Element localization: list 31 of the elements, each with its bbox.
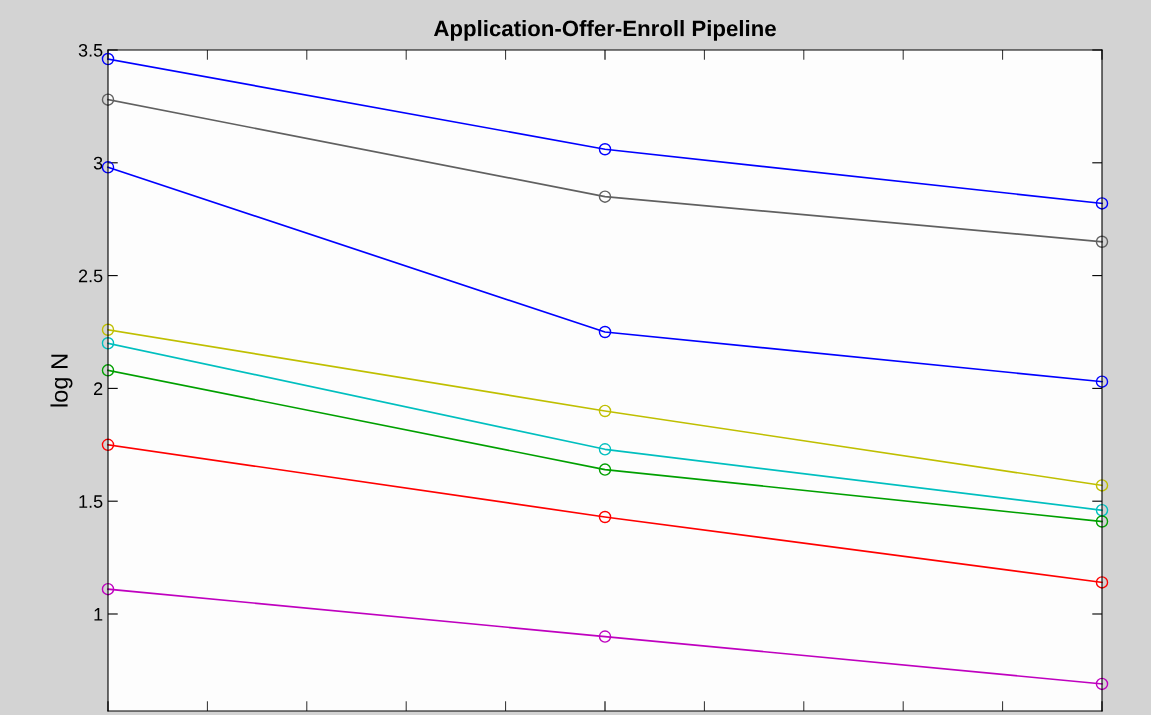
point: [598, 443, 612, 456]
point: [101, 438, 115, 452]
chart-title: Application-Offer-Enroll Pipeline: [433, 20, 776, 41]
y-tick-label: 2.5: [78, 269, 103, 283]
point: [101, 337, 115, 350]
point: [598, 510, 612, 524]
y-tick-label: 2: [94, 382, 103, 395]
point: [598, 630, 612, 643]
point: [1095, 503, 1109, 517]
point: [598, 143, 612, 156]
point: [598, 325, 612, 339]
point: [101, 161, 115, 174]
point: [101, 364, 115, 377]
point: [1095, 515, 1109, 528]
point: [598, 190, 612, 203]
point: [1095, 677, 1109, 691]
y-tick-label: 3: [93, 156, 103, 170]
point: [101, 323, 115, 336]
point: [1095, 197, 1109, 210]
point: [598, 404, 612, 418]
point: [1095, 576, 1109, 589]
point: [101, 93, 115, 106]
point: [101, 582, 115, 596]
y-axis-title: log N: [50, 354, 73, 407]
point: [1095, 375, 1109, 388]
y-tick-label: 3.5: [78, 43, 103, 57]
point: [1095, 479, 1109, 492]
point: [598, 463, 612, 476]
y-tick-label: 1.5: [79, 495, 103, 508]
point: [1095, 235, 1109, 249]
y-tick-label: 1: [94, 608, 103, 621]
